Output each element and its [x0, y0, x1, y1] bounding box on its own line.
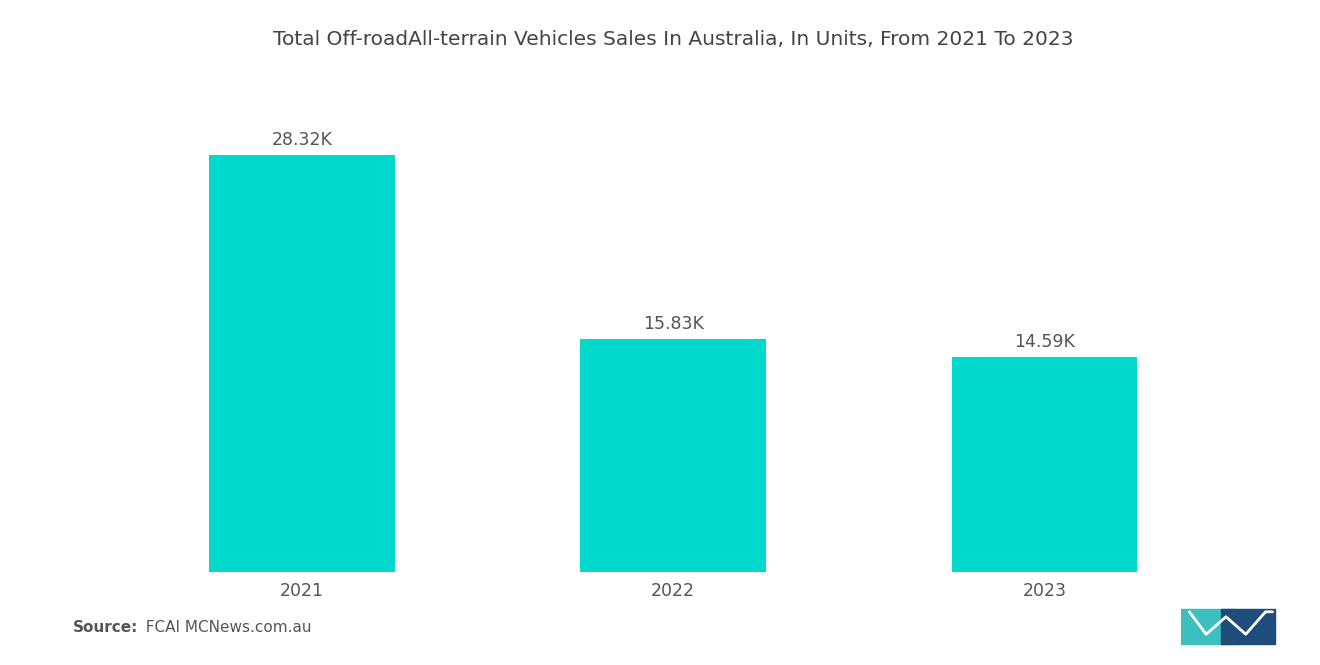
Bar	[581, 339, 766, 572]
Text: FCAI MCNews.com.au: FCAI MCNews.com.au	[136, 620, 312, 635]
Title: Total Off-roadAll-terrain Vehicles Sales In Australia, In Units, From 2021 To 20: Total Off-roadAll-terrain Vehicles Sales…	[273, 30, 1073, 49]
Bar	[1181, 609, 1236, 644]
Text: 15.83K: 15.83K	[643, 315, 704, 333]
Bar	[209, 156, 395, 572]
Bar	[1221, 609, 1275, 644]
Bar	[952, 357, 1138, 572]
Text: 28.32K: 28.32K	[272, 132, 333, 150]
Text: Source:: Source:	[73, 620, 139, 635]
Text: 14.59K: 14.59K	[1014, 333, 1074, 351]
